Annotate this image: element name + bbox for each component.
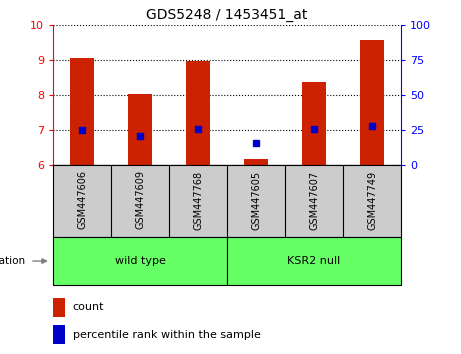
Text: KSR2 null: KSR2 null — [287, 256, 341, 266]
Text: count: count — [72, 302, 104, 313]
Bar — [244, 159, 268, 165]
Text: GSM447768: GSM447768 — [193, 170, 203, 229]
Text: GSM447605: GSM447605 — [251, 170, 261, 229]
Bar — [53, 325, 65, 344]
Bar — [361, 40, 384, 165]
Bar — [129, 94, 152, 165]
Bar — [302, 82, 325, 165]
Bar — [53, 237, 227, 285]
Text: GSM447609: GSM447609 — [135, 170, 145, 229]
Bar — [227, 237, 401, 285]
Title: GDS5248 / 1453451_at: GDS5248 / 1453451_at — [146, 8, 308, 22]
Bar — [186, 61, 210, 165]
Text: GSM447749: GSM447749 — [367, 170, 377, 229]
Text: percentile rank within the sample: percentile rank within the sample — [72, 330, 260, 340]
Text: genotype/variation: genotype/variation — [0, 256, 25, 266]
Text: GSM447606: GSM447606 — [77, 170, 87, 229]
Bar — [53, 297, 65, 317]
Text: wild type: wild type — [115, 256, 165, 266]
Text: GSM447607: GSM447607 — [309, 170, 319, 229]
Bar — [71, 58, 94, 165]
